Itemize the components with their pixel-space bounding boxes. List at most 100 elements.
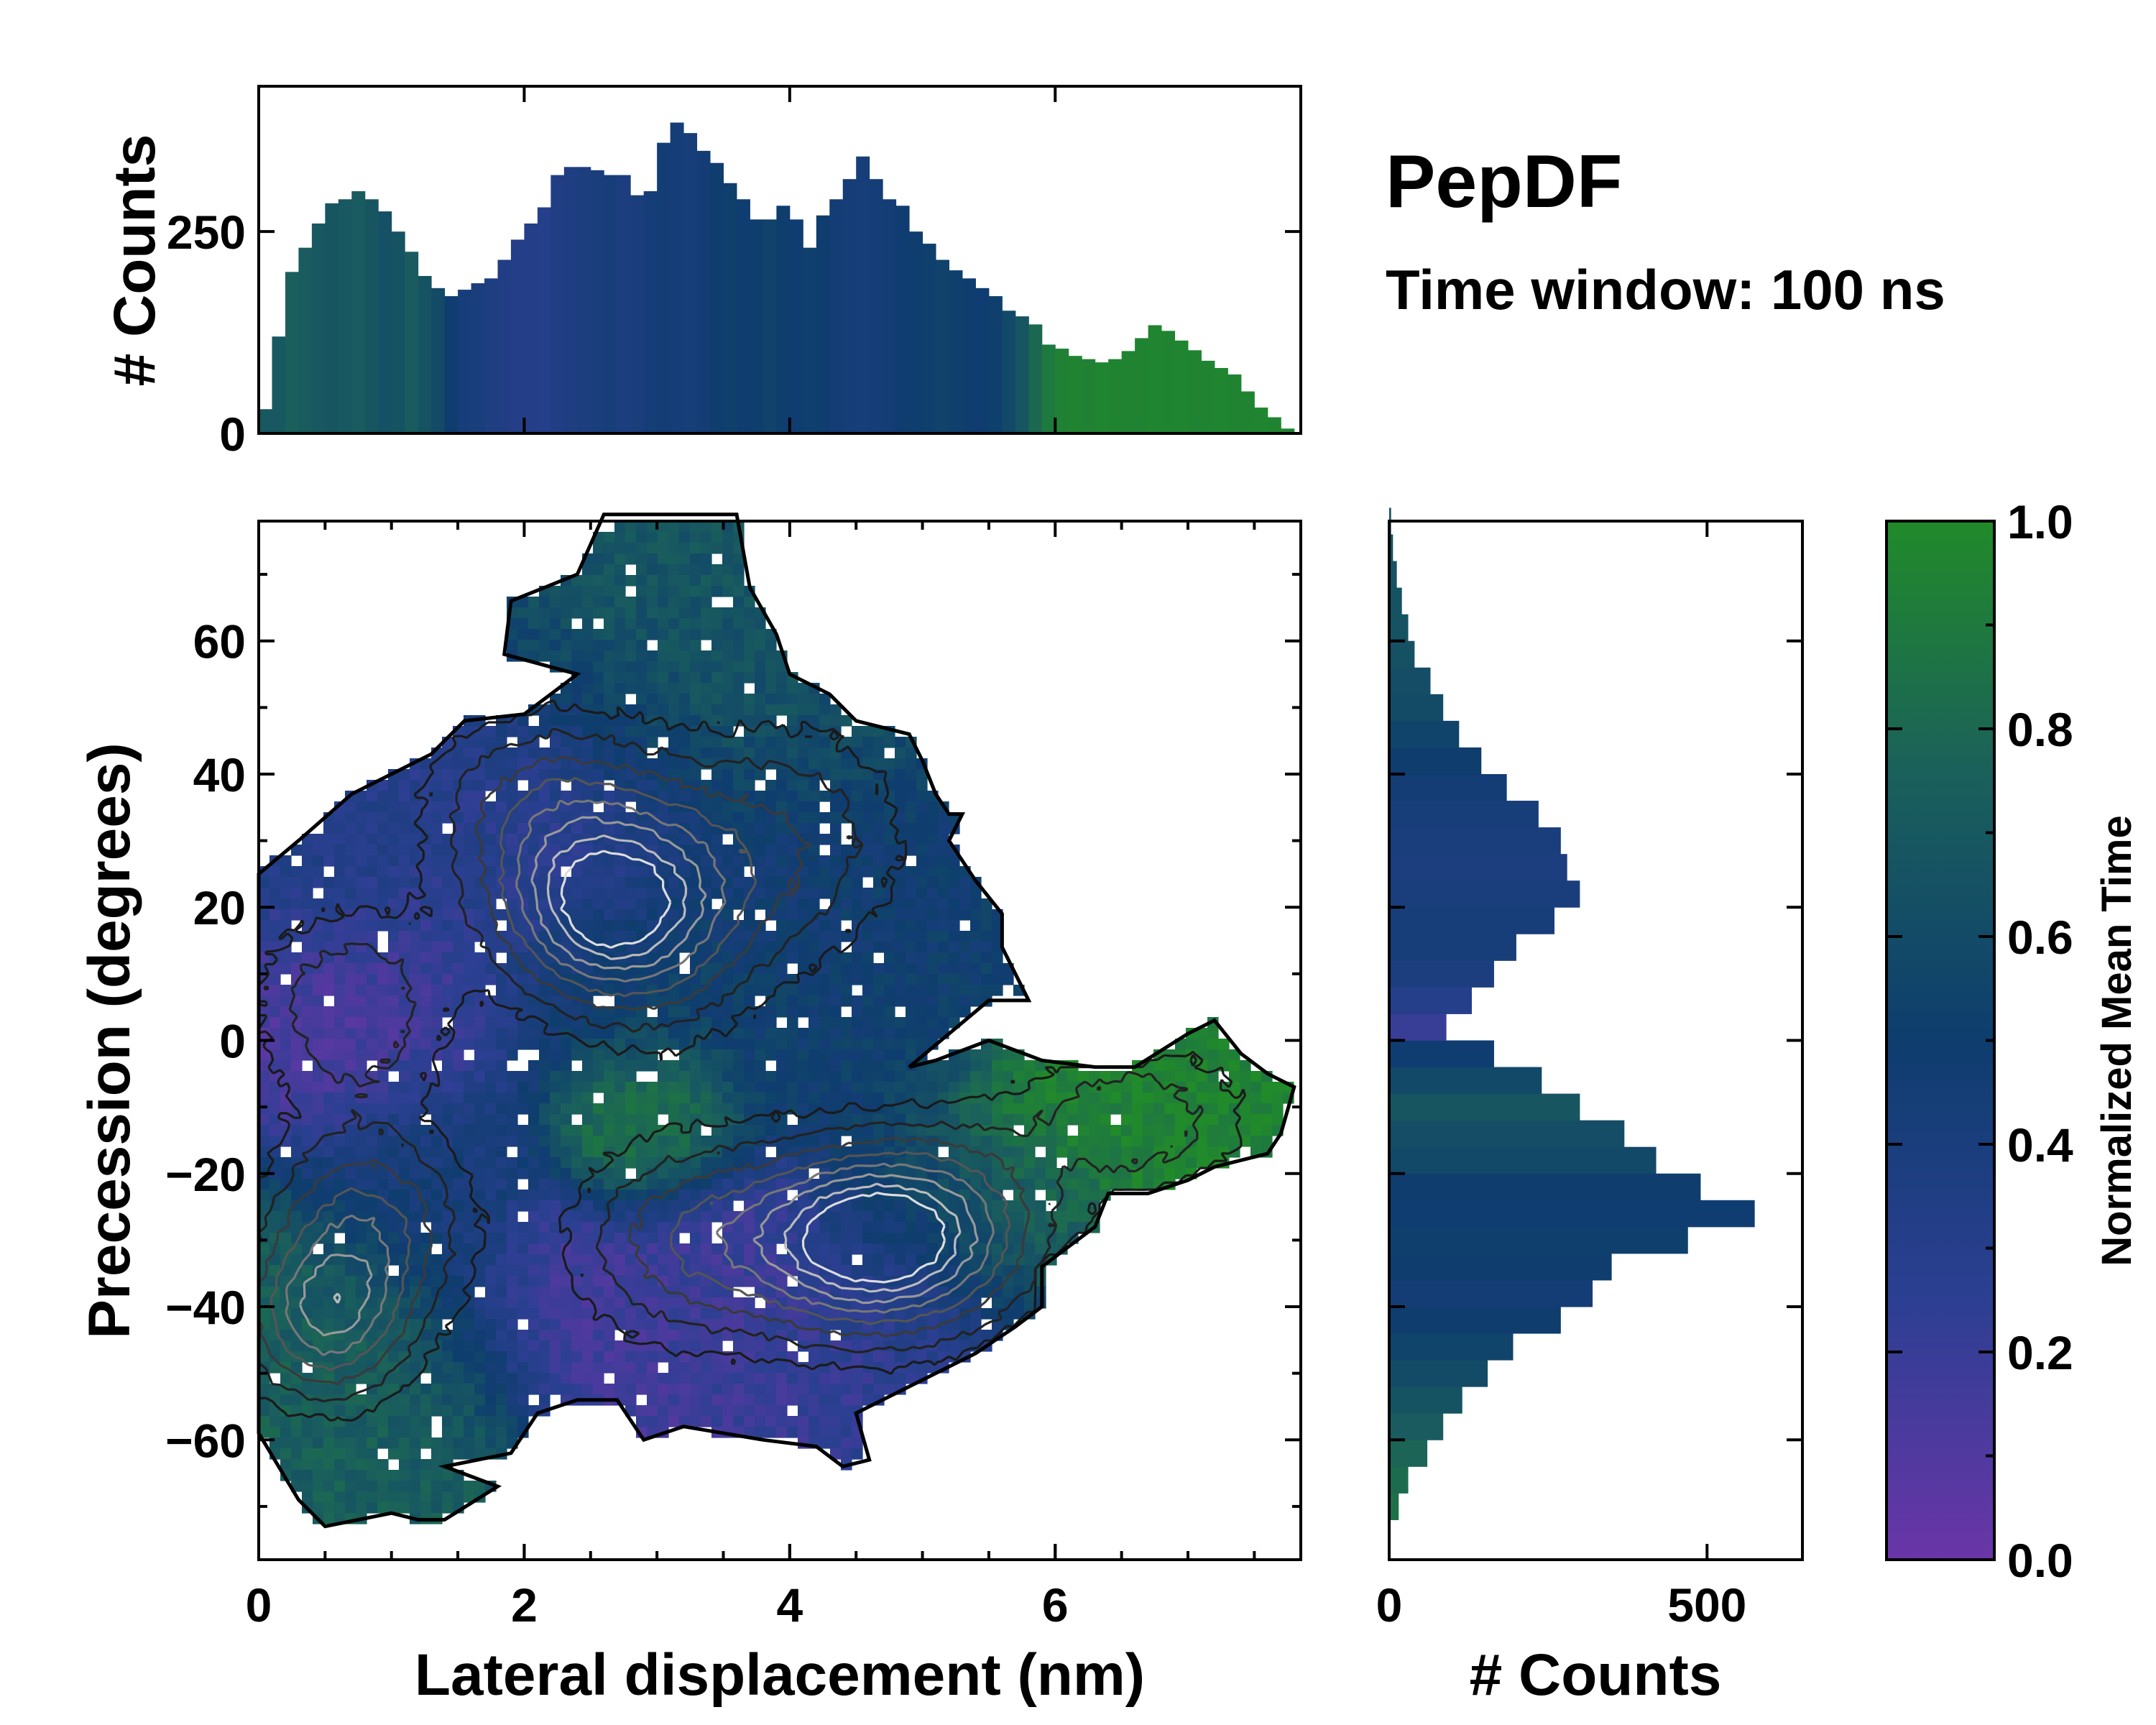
- heat-cell: [647, 629, 658, 640]
- heat-cell: [323, 1211, 335, 1223]
- heat-cell: [561, 1168, 572, 1179]
- heat-cell: [496, 1254, 507, 1266]
- heat-cell: [474, 1254, 486, 1266]
- heat-cell: [420, 920, 432, 932]
- heat-cell: [711, 1211, 723, 1223]
- heat-cell: [690, 553, 701, 565]
- heat-cell: [593, 1265, 604, 1276]
- heat-cell: [992, 1211, 1003, 1223]
- top-bar: [285, 272, 299, 433]
- heat-cell: [561, 985, 572, 996]
- heat-cell: [992, 1114, 1003, 1126]
- heat-cell: [550, 1103, 561, 1115]
- heat-cell: [604, 650, 615, 662]
- heat-cell: [496, 1384, 507, 1395]
- heat-cell: [550, 1157, 561, 1169]
- heat-cell: [787, 1146, 798, 1158]
- heat-cell: [431, 791, 443, 802]
- heat-cell: [464, 1427, 475, 1438]
- heat-cell: [819, 1427, 831, 1438]
- heat-cell: [981, 1222, 992, 1233]
- heat-cell: [776, 812, 788, 824]
- heat-cell: [776, 801, 788, 813]
- heat-cell: [862, 942, 874, 953]
- heat-cell: [744, 1179, 755, 1190]
- heat-cell: [399, 1373, 410, 1384]
- heat-cell: [701, 963, 712, 975]
- heat-cell: [1261, 1114, 1273, 1126]
- heat-cell: [636, 877, 648, 888]
- heat-cell: [453, 834, 464, 845]
- heat-cell: [852, 726, 863, 737]
- heat-cell: [906, 888, 917, 899]
- heat-cell: [625, 640, 637, 651]
- heat-cell: [852, 1071, 863, 1082]
- heat-cell: [571, 1319, 583, 1330]
- heat-cell: [593, 1200, 604, 1212]
- heat-cell: [496, 1049, 507, 1061]
- heat-cell: [399, 877, 410, 888]
- heat-cell: [862, 834, 874, 845]
- heat-cell: [550, 1200, 561, 1212]
- heat-cell: [959, 1179, 971, 1190]
- heat-cell: [1013, 1200, 1025, 1212]
- heat-cell: [927, 995, 939, 1007]
- heat-cell: [604, 607, 615, 619]
- heat-cell: [604, 543, 615, 554]
- heat-cell: [690, 543, 701, 554]
- heat-cell: [744, 1254, 755, 1266]
- heat-cell: [895, 1157, 906, 1169]
- top-bar: [710, 162, 724, 434]
- heat-cell: [517, 931, 529, 942]
- top-histogram-ylabel: # Counts: [102, 134, 167, 387]
- heat-cell: [582, 1384, 594, 1395]
- heat-cell: [647, 1394, 658, 1406]
- heat-cell: [884, 1373, 895, 1384]
- heat-cell: [711, 1362, 723, 1374]
- heat-cell: [356, 1168, 367, 1179]
- heat-cell: [453, 1351, 464, 1363]
- heat-cell: [270, 1103, 281, 1115]
- heat-cell: [280, 1448, 292, 1460]
- heat-cell: [388, 834, 400, 845]
- heat-cell: [593, 1362, 604, 1374]
- heat-cell: [313, 1168, 324, 1179]
- heat-cell: [507, 1028, 518, 1039]
- heat-cell: [959, 1071, 971, 1082]
- top-histogram-frame: [257, 85, 1302, 435]
- heat-cell: [733, 650, 745, 662]
- heat-cell: [906, 1049, 917, 1061]
- heat-cell: [334, 1438, 346, 1449]
- heat-cell: [701, 683, 712, 694]
- heat-cell: [658, 1179, 669, 1190]
- heat-cell: [571, 1265, 583, 1276]
- heat-cell: [496, 1373, 507, 1384]
- heat-cell: [873, 812, 885, 824]
- heat-cell: [474, 812, 486, 824]
- heat-cell: [701, 823, 712, 834]
- heat-cell: [528, 801, 540, 813]
- heat-cell: [1250, 1103, 1262, 1115]
- heat-cell: [614, 823, 626, 834]
- heat-cell: [604, 909, 615, 921]
- heat-cell: [593, 1114, 604, 1126]
- heat-cell: [927, 1017, 939, 1029]
- heat-cell: [981, 1157, 992, 1169]
- heat-cell: [679, 640, 691, 651]
- heat-cell: [819, 1060, 831, 1072]
- heat-cell: [798, 683, 809, 694]
- heat-cell: [550, 920, 561, 932]
- heat-cell: [798, 791, 809, 802]
- heat-cell: [496, 995, 507, 1007]
- heat-cell: [787, 1017, 798, 1029]
- heat-cell: [604, 532, 615, 543]
- heat-cell: [453, 1082, 464, 1093]
- heat-cell: [636, 1168, 648, 1179]
- heat-cell: [474, 1308, 486, 1320]
- heat-cell: [367, 1394, 378, 1406]
- heat-cell: [528, 1157, 540, 1169]
- heat-cell: [808, 1394, 820, 1406]
- heat-cell: [841, 931, 852, 942]
- heat-cell: [399, 855, 410, 867]
- heat-cell: [647, 1351, 658, 1363]
